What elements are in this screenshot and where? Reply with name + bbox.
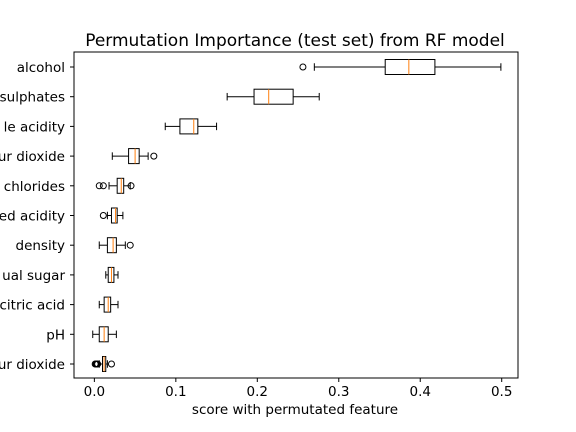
y-tick-label: sulphates bbox=[0, 90, 65, 106]
chart-title: Permutation Importance (test set) from R… bbox=[85, 31, 505, 51]
x-axis-label: score with permutated feature bbox=[192, 402, 398, 418]
box bbox=[179, 118, 199, 135]
x-tick-label: 0.2 bbox=[247, 384, 268, 400]
y-tick-label: density bbox=[16, 238, 66, 254]
y-tick-label: alcohol bbox=[17, 60, 65, 76]
flier-point bbox=[150, 152, 158, 160]
flier-point bbox=[99, 182, 107, 190]
flier-point bbox=[99, 212, 107, 219]
box bbox=[116, 177, 125, 194]
flier-point bbox=[127, 182, 135, 190]
box bbox=[106, 237, 117, 254]
axes-frame bbox=[73, 51, 519, 379]
x-tick-label: 0.0 bbox=[84, 384, 105, 400]
x-tick-label: 0.4 bbox=[409, 384, 430, 400]
box bbox=[128, 148, 140, 165]
box bbox=[253, 88, 294, 105]
box bbox=[384, 59, 436, 75]
y-tick-label: ual sugar bbox=[2, 268, 65, 284]
flier-point bbox=[94, 360, 102, 368]
y-tick-label: le acidity bbox=[4, 119, 65, 135]
y-tick-label: chlorides bbox=[4, 179, 65, 195]
y-tick-label: pH bbox=[46, 327, 65, 343]
flier-point bbox=[95, 182, 103, 190]
x-tick-label: 0.5 bbox=[491, 384, 512, 400]
y-tick-label: ur dioxide bbox=[0, 149, 65, 165]
x-tick-label: 0.3 bbox=[328, 384, 349, 400]
y-tick-label: ed acidity bbox=[0, 209, 65, 225]
box bbox=[103, 296, 112, 313]
plot-area: 0.0 0.1 0.2 0.3 0.4 0.5 alcohol sulphates le aci… bbox=[0, 59, 512, 400]
flier-point bbox=[299, 63, 307, 71]
flier-point bbox=[126, 241, 134, 249]
y-tick-label: citric acid bbox=[0, 298, 65, 314]
x-tick-label: 0.1 bbox=[165, 384, 186, 400]
box bbox=[110, 207, 118, 224]
flier-point bbox=[107, 360, 115, 368]
y-tick-label: ur dioxide bbox=[0, 357, 65, 373]
